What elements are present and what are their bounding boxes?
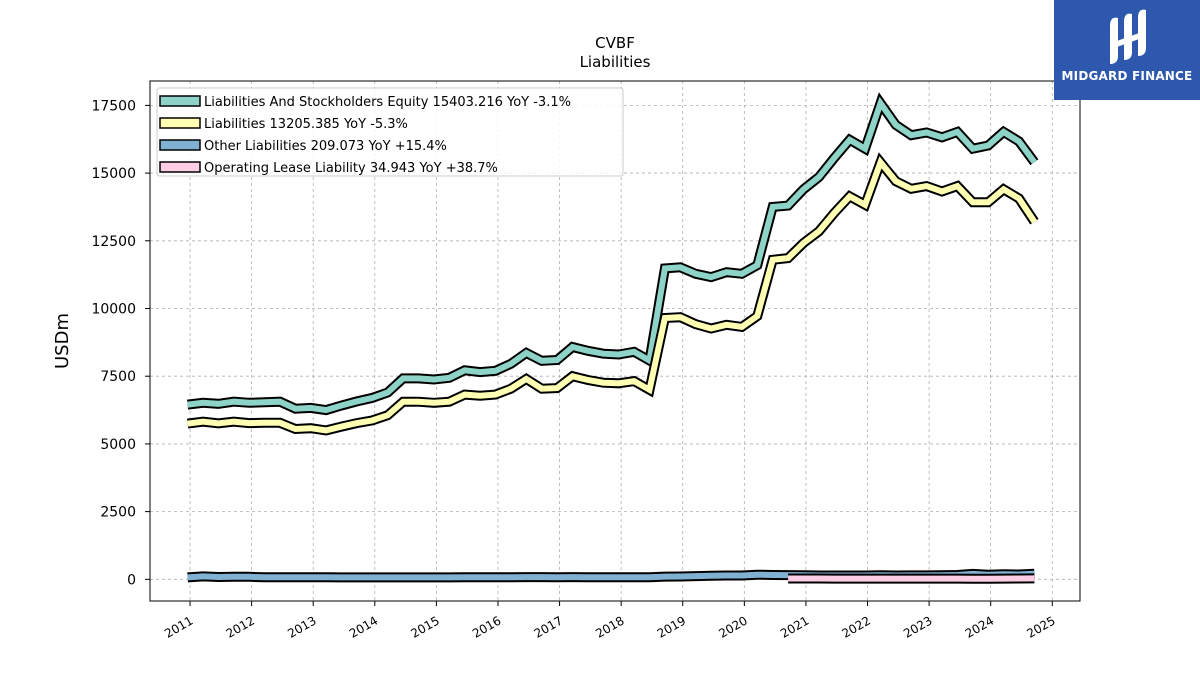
x-tick-label: 2011 (162, 613, 195, 640)
y-tick-label: 15000 (91, 166, 136, 182)
series-liabilities-and-stockholders-equity (187, 92, 1039, 416)
x-tick-label: 2017 (532, 613, 565, 640)
x-tick-label: 2020 (716, 613, 749, 640)
legend: Liabilities And Stockholders Equity 1540… (156, 87, 624, 177)
y-tick-label: 17500 (91, 98, 136, 114)
legend-item: Liabilities 13205.385 YoY -5.3% (159, 117, 408, 132)
x-tick-label: 2018 (593, 613, 626, 640)
brand-name: MIDGARD FINANCE (1061, 69, 1193, 83)
x-tick-label: 2016 (470, 613, 503, 640)
legend-label: Liabilities And Stockholders Equity 1540… (204, 95, 571, 110)
x-tick-label: 2019 (655, 613, 688, 640)
x-tick-label: 2024 (963, 613, 996, 640)
x-tick-label: 2015 (408, 613, 441, 640)
y-axis-label: USDm (52, 313, 73, 369)
legend-swatch (159, 95, 201, 107)
midgard-logo-icon (1110, 9, 1146, 64)
series-line (187, 156, 1037, 434)
series-outline (186, 152, 1039, 436)
plot-frame (149, 80, 1081, 602)
brand-logo: MIDGARD FINANCE (1054, 0, 1200, 100)
x-tick-label: 2023 (901, 613, 934, 640)
y-tick-label: 10000 (91, 302, 136, 318)
y-tick-label: 0 (127, 572, 136, 588)
legend-box (156, 87, 624, 177)
series-liabilities (186, 152, 1039, 436)
legend-item: Operating Lease Liability 34.943 YoY +38… (159, 161, 498, 176)
series-line (187, 96, 1037, 414)
y-tick-label: 2500 (100, 505, 136, 521)
axis-ticks: 0 2500 5000 7500 10000 12500 15000 17500 2011 201… (91, 98, 1057, 640)
x-tick-label: 2022 (840, 613, 873, 640)
series-layer (186, 92, 1039, 584)
x-tick-label: 2014 (347, 613, 380, 640)
y-tick-label: 7500 (100, 369, 136, 385)
x-tick-label: 2025 (1024, 613, 1057, 640)
legend-swatch (159, 117, 201, 129)
x-tick-label: 2013 (285, 613, 318, 640)
x-tick-label: 2021 (778, 613, 811, 640)
chart-title: CVBF (595, 34, 635, 52)
legend-item: Other Liabilities 209.073 YoY +15.4% (159, 139, 447, 154)
legend-swatch (159, 139, 201, 151)
legend-label: Liabilities 13205.385 YoY -5.3% (204, 117, 408, 132)
legend-label: Operating Lease Liability 34.943 YoY +38… (204, 161, 498, 176)
legend-item: Liabilities And Stockholders Equity 1540… (159, 95, 571, 110)
legend-label: Other Liabilities 209.073 YoY +15.4% (204, 139, 447, 154)
y-tick-label: 12500 (91, 234, 136, 250)
x-tick-label: 2012 (224, 613, 257, 640)
chart-subtitle: Liabilities (580, 53, 651, 71)
legend-swatch (159, 161, 201, 173)
y-tick-label: 5000 (100, 437, 136, 453)
